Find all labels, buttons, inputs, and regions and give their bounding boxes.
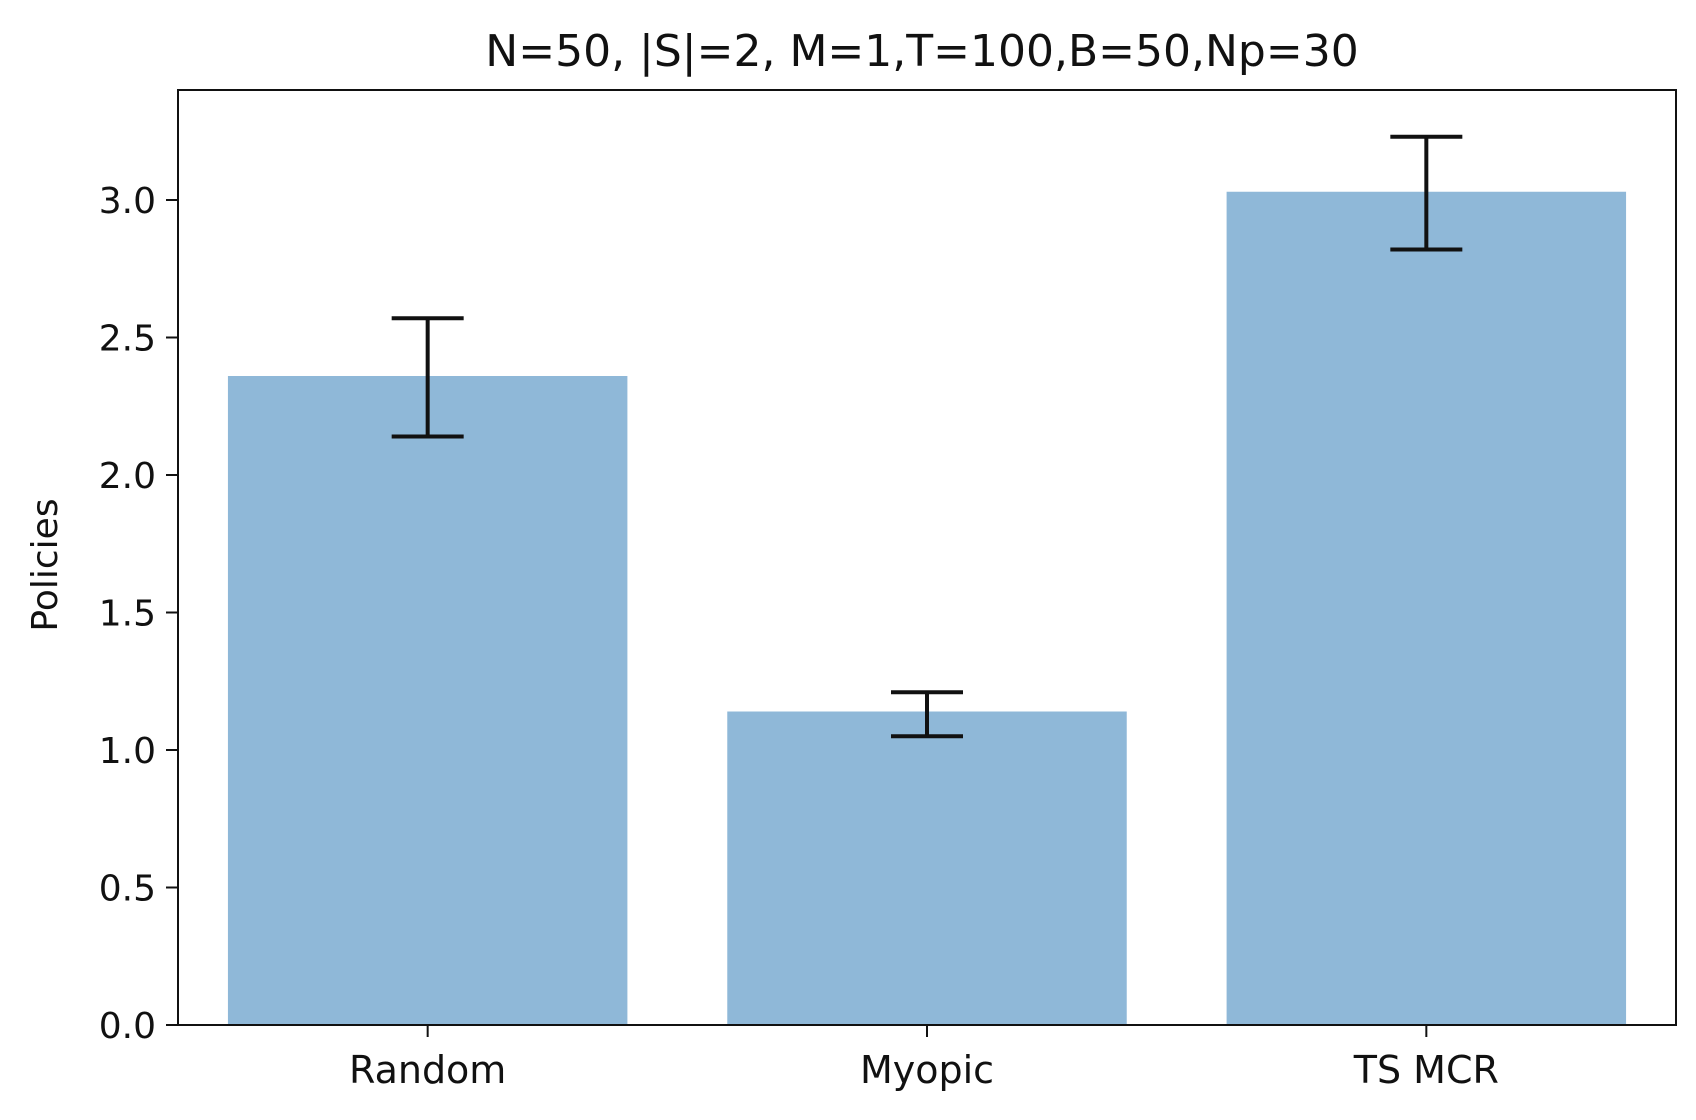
y-tick-label: 0.0 xyxy=(99,1006,156,1047)
error-bar-ts-mcr xyxy=(1390,134,1463,252)
y-axis: 0.0 0.5 1.0 1.5 2.0 2.5 3.0 xyxy=(99,181,178,1047)
x-axis: Random Myopic TS MCR xyxy=(349,1025,1499,1092)
y-tick-label: 0.5 xyxy=(99,869,156,910)
x-tick-label-ts-mcr: TS MCR xyxy=(1353,1048,1499,1092)
bar-myopic xyxy=(727,711,1127,1025)
x-tick-label-myopic: Myopic xyxy=(860,1048,994,1092)
error-bar-random xyxy=(391,316,464,439)
bars-layer xyxy=(227,191,1627,1025)
y-tick-label: 3.0 xyxy=(99,181,156,222)
error-bar-myopic xyxy=(891,690,963,739)
bar-random xyxy=(227,376,628,1025)
y-tick-label: 2.5 xyxy=(99,319,156,360)
y-tick-label: 1.0 xyxy=(99,731,156,772)
y-axis-label: Policies xyxy=(25,498,66,631)
y-tick-label: 1.5 xyxy=(99,594,156,635)
y-tick-label: 2.0 xyxy=(99,456,156,497)
error-bars-layer xyxy=(391,134,1463,739)
x-tick-label-random: Random xyxy=(349,1048,506,1092)
bar-ts-mcr xyxy=(1226,191,1627,1025)
chart-title: N=50, |S|=2, M=1,T=100,B=50,Np=30 xyxy=(485,26,1358,77)
